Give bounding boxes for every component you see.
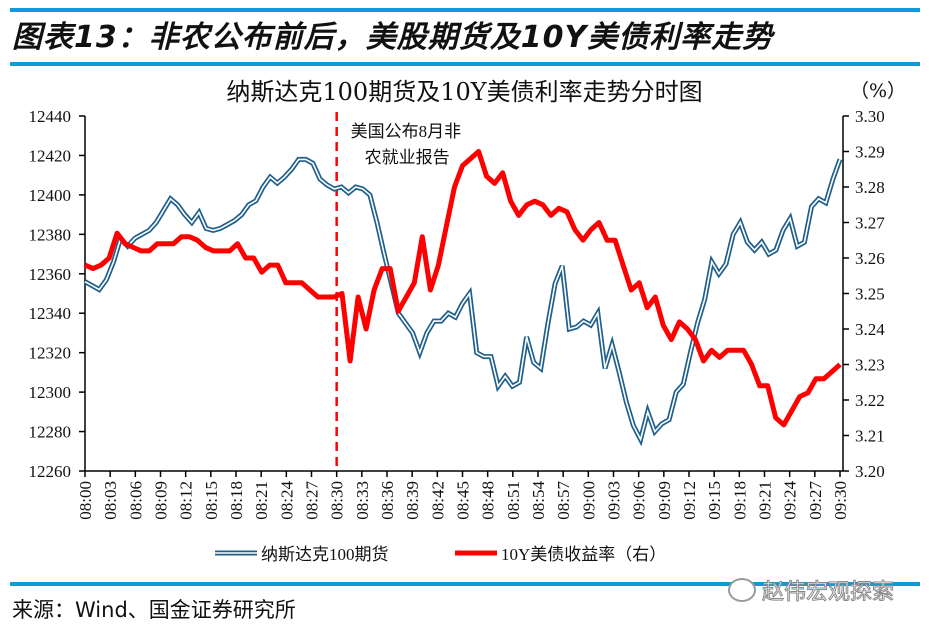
right-tick-label: 3.26 [855, 249, 885, 268]
legend-label-treasury: 10Y美债收益率（右） [501, 545, 666, 564]
series-lines [83, 149, 843, 447]
x-tick-label: 08:30 [328, 481, 347, 520]
x-tick-label: 09:27 [806, 481, 825, 520]
x-tick-label: 08:03 [101, 481, 120, 520]
annotation-text-line2: 农就业报告 [365, 148, 450, 167]
left-tick-label: 12400 [29, 186, 72, 205]
wechat-icon [728, 578, 756, 602]
x-tick-label: 08:00 [76, 481, 95, 520]
left-tick-label: 12360 [29, 265, 72, 284]
x-tick-label: 08:12 [177, 481, 196, 520]
axes: 12440 12420 12400 12380 12360 12340 12320 12300… [29, 107, 886, 520]
x-tick-label: 09:21 [756, 481, 775, 520]
watermark: 赵伟宏观探索 [728, 574, 895, 606]
right-tick-label: 3.24 [855, 320, 885, 339]
right-tick-label: 3.25 [855, 285, 885, 304]
right-tick-label: 3.27 [855, 214, 885, 233]
right-tick-label: 3.28 [855, 178, 885, 197]
figure-title: 图表13：非农公布前后，美股期货及10Y美债利率走势 [12, 20, 774, 55]
treasury-yield-line [83, 149, 842, 428]
x-tick-label: 08:27 [303, 481, 322, 520]
x-tick-label: 08:18 [227, 481, 246, 520]
bottom-rule [10, 582, 920, 586]
annotation-text-line1: 美国公布8月非 [351, 122, 462, 141]
x-tick-label: 08:33 [353, 481, 372, 520]
x-tick-label: 08:45 [454, 481, 473, 520]
left-tick-label: 12380 [29, 225, 72, 244]
left-tick-label: 12280 [29, 423, 72, 442]
right-axis-unit: （%） [850, 80, 907, 102]
x-tick-label: 09:09 [655, 481, 674, 520]
x-tick-label: 09:18 [730, 481, 749, 520]
x-tick-label: 09:00 [579, 481, 598, 520]
x-tick-label: 09:06 [630, 481, 649, 520]
watermark-text: 赵伟宏观探索 [761, 580, 895, 606]
x-tick-label: 08:57 [554, 481, 573, 520]
title-rule [10, 62, 920, 66]
source-note: 来源：Wind、国金证券研究所 [12, 598, 296, 622]
right-tick-label: 3.20 [855, 462, 885, 481]
x-tick-label: 09:24 [781, 481, 800, 520]
left-tick-label: 12420 [29, 146, 72, 165]
x-tick-label: 08:48 [479, 481, 498, 520]
nasdaq-line-outer [83, 156, 843, 447]
x-tick-label: 08:24 [277, 481, 296, 520]
x-tick-label: 08:51 [504, 481, 523, 520]
x-tick-label: 08:54 [529, 481, 548, 520]
x-tick-label: 09:30 [831, 481, 850, 520]
x-tick-label: 08:09 [152, 481, 171, 520]
x-tick-label: 08:39 [403, 481, 422, 520]
right-tick-label: 3.23 [855, 356, 885, 375]
nasdaq-line-inner [84, 158, 841, 442]
x-tick-label: 09:15 [705, 481, 724, 520]
x-tick-label: 08:21 [252, 481, 271, 520]
x-tick-label: 08:06 [126, 481, 145, 520]
top-rule [10, 8, 920, 12]
x-tick-label: 08:36 [378, 481, 397, 520]
legend: 纳斯达克100期货 10Y美债收益率（右） [215, 545, 666, 564]
left-tick-label: 12320 [29, 344, 72, 363]
x-tick-label: 09:03 [605, 481, 624, 520]
x-tick-label: 08:42 [428, 481, 447, 520]
x-tick-label: 08:15 [202, 481, 221, 520]
right-tick-label: 3.30 [855, 107, 885, 126]
left-tick-label: 12300 [29, 383, 72, 402]
left-tick-label: 12440 [29, 107, 72, 126]
right-tick-label: 3.21 [855, 427, 885, 446]
right-tick-label: 3.29 [855, 143, 885, 162]
x-tick-label: 09:12 [680, 481, 699, 520]
left-tick-label: 12340 [29, 304, 72, 323]
chart-title: 纳斯达克100期货及10Y美债利率走势分时图 [226, 78, 703, 106]
legend-label-nasdaq: 纳斯达克100期货 [261, 545, 389, 564]
left-tick-label: 12260 [29, 462, 72, 481]
right-tick-label: 3.22 [855, 391, 885, 410]
